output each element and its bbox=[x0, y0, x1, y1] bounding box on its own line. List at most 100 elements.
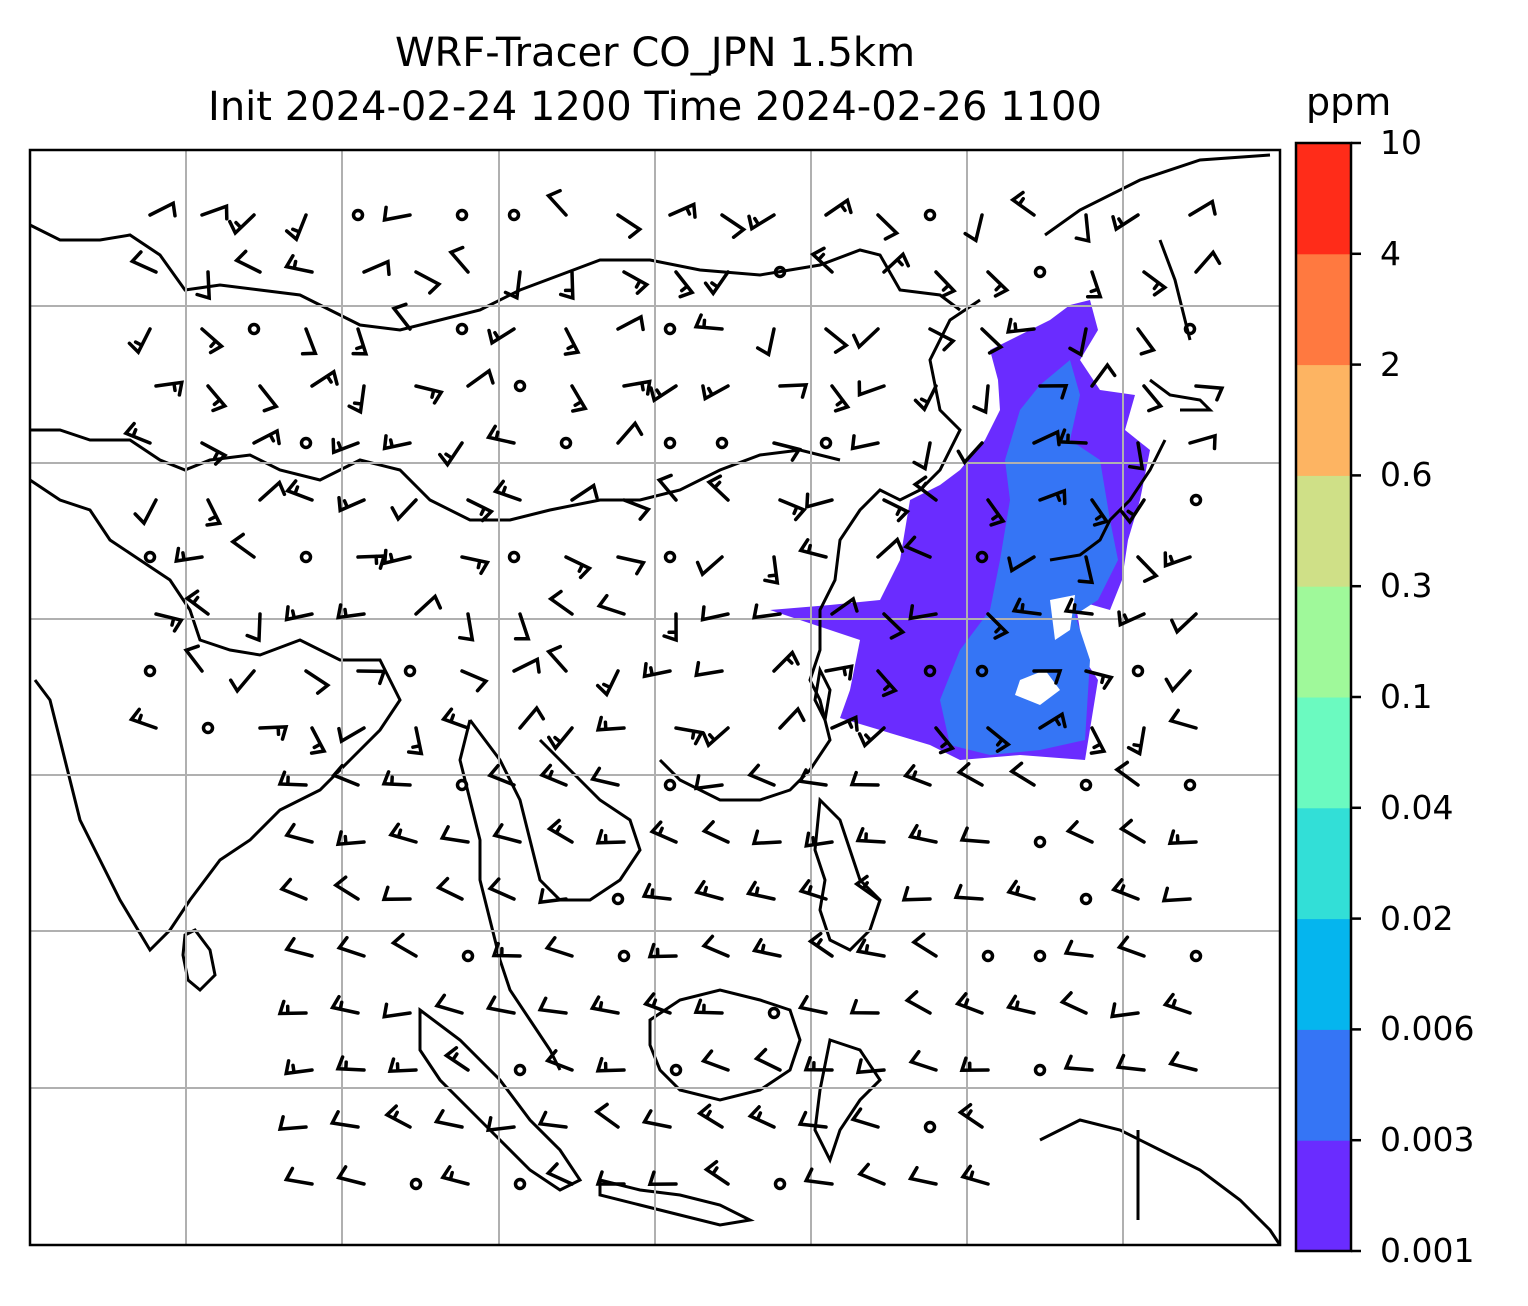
colorbar-bin bbox=[1296, 807, 1351, 920]
coastline-japan bbox=[1044, 153, 1271, 562]
wind-barb bbox=[641, 882, 672, 901]
map-frame bbox=[28, 148, 1282, 1247]
colorbar-tick-label: 0.006 bbox=[1380, 1009, 1475, 1049]
wind-barb-calm bbox=[1033, 835, 1047, 849]
coastline-sulawesi bbox=[813, 1038, 882, 1164]
wind-barb bbox=[674, 270, 695, 299]
wind-barb bbox=[647, 942, 678, 959]
wind-barb bbox=[649, 820, 678, 844]
colorbar-bin bbox=[1296, 1140, 1351, 1252]
wind-barb bbox=[622, 379, 652, 396]
wind-barb bbox=[595, 1056, 626, 1073]
wind-barb bbox=[857, 726, 886, 749]
wind-barb-calm bbox=[513, 1063, 527, 1077]
wind-barb bbox=[876, 536, 905, 559]
wind-barb-calm bbox=[513, 379, 527, 393]
wind-barb-calm bbox=[1189, 493, 1203, 507]
wind-barb bbox=[174, 546, 204, 564]
colorbar-bin bbox=[1296, 586, 1351, 698]
wind-barb bbox=[435, 876, 464, 901]
wind-barb bbox=[1038, 488, 1067, 506]
wind-barb bbox=[1005, 994, 1036, 1015]
wind-barb bbox=[849, 998, 880, 1015]
wind-barb bbox=[440, 1165, 470, 1186]
colorbar-tick-label: 0.003 bbox=[1380, 1120, 1475, 1160]
wind-barb bbox=[570, 384, 588, 413]
wind-barb bbox=[512, 656, 541, 674]
wind-barb bbox=[336, 1165, 366, 1186]
wind-barb bbox=[304, 669, 331, 695]
wind-barb bbox=[513, 612, 531, 641]
wind-barb-calm bbox=[611, 892, 625, 906]
wind-barb bbox=[362, 259, 391, 277]
wind-barb bbox=[797, 994, 828, 1015]
wind-barb bbox=[1188, 433, 1217, 451]
wind-barb bbox=[492, 823, 522, 844]
wind-barb bbox=[911, 932, 938, 958]
wind-barb bbox=[959, 1056, 990, 1072]
colorbar-bin bbox=[1296, 1029, 1351, 1141]
wind-barb bbox=[458, 612, 475, 642]
wind-barb bbox=[642, 661, 672, 679]
wind-barb bbox=[693, 313, 724, 331]
colorbar-bin bbox=[1296, 364, 1351, 476]
wind-barb bbox=[912, 441, 932, 472]
wind-barb bbox=[414, 270, 442, 295]
wind-barb bbox=[703, 1159, 730, 1186]
wind-barb bbox=[908, 1049, 938, 1072]
wind-barb bbox=[1114, 760, 1140, 787]
wind-barb bbox=[745, 880, 776, 901]
wind-barb bbox=[1163, 551, 1192, 569]
wind-barb bbox=[283, 1166, 314, 1186]
wind-barb bbox=[957, 1102, 984, 1129]
wind-barb bbox=[460, 555, 491, 576]
wind-barb bbox=[857, 380, 886, 398]
wind-barb bbox=[545, 644, 568, 673]
wind-barb bbox=[154, 612, 184, 633]
wind-barb bbox=[336, 935, 366, 958]
colorbar-bin bbox=[1296, 143, 1351, 255]
wind-barb bbox=[1085, 270, 1103, 299]
colorbar bbox=[1296, 143, 1351, 1252]
wind-barb bbox=[1194, 249, 1222, 274]
wind-barb bbox=[382, 1002, 412, 1019]
wind-barb bbox=[809, 246, 834, 274]
wind-barb bbox=[351, 327, 369, 356]
coastline-borneo bbox=[648, 988, 802, 1102]
wind-barb bbox=[954, 992, 984, 1015]
wind-barb bbox=[778, 706, 806, 730]
wind-barb-calm bbox=[663, 778, 677, 792]
colorbar-bin bbox=[1296, 253, 1351, 366]
wind-barb bbox=[1090, 498, 1110, 527]
wind-barb bbox=[335, 1055, 366, 1072]
wind-barb bbox=[1117, 610, 1146, 628]
wind-barb bbox=[849, 770, 880, 787]
wind-barb bbox=[622, 270, 650, 295]
wind-barb bbox=[228, 213, 256, 236]
wind-barb bbox=[300, 327, 318, 356]
wind-barb bbox=[1032, 669, 1063, 685]
wind-barb-calm bbox=[1079, 778, 1093, 792]
wind-barbs bbox=[123, 188, 1225, 1191]
wind-barb bbox=[537, 1110, 568, 1129]
wind-barb-calm bbox=[981, 949, 995, 963]
wind-barb bbox=[1006, 879, 1036, 901]
colorbar-tick-label: 0.1 bbox=[1380, 677, 1433, 716]
wind-barb bbox=[824, 664, 854, 681]
wind-barb bbox=[337, 726, 366, 744]
wind-barb bbox=[284, 1059, 314, 1076]
colorbar-bin bbox=[1296, 697, 1351, 809]
wind-barb bbox=[390, 498, 418, 522]
wind-barb bbox=[277, 1115, 308, 1132]
wind-barb bbox=[876, 669, 899, 698]
wind-barb bbox=[593, 1102, 620, 1129]
wind-barb bbox=[127, 327, 152, 356]
map-title-line1: WRF-Tracer CO_JPN 1.5km bbox=[394, 30, 916, 76]
wind-barb bbox=[1065, 820, 1094, 844]
wind-barb bbox=[1115, 1053, 1146, 1072]
wind-barb bbox=[547, 726, 574, 752]
wind-barb-calm bbox=[715, 436, 729, 450]
wind-barb bbox=[205, 498, 223, 527]
wind-barb bbox=[258, 479, 287, 502]
wind-barb-calm bbox=[299, 550, 313, 564]
